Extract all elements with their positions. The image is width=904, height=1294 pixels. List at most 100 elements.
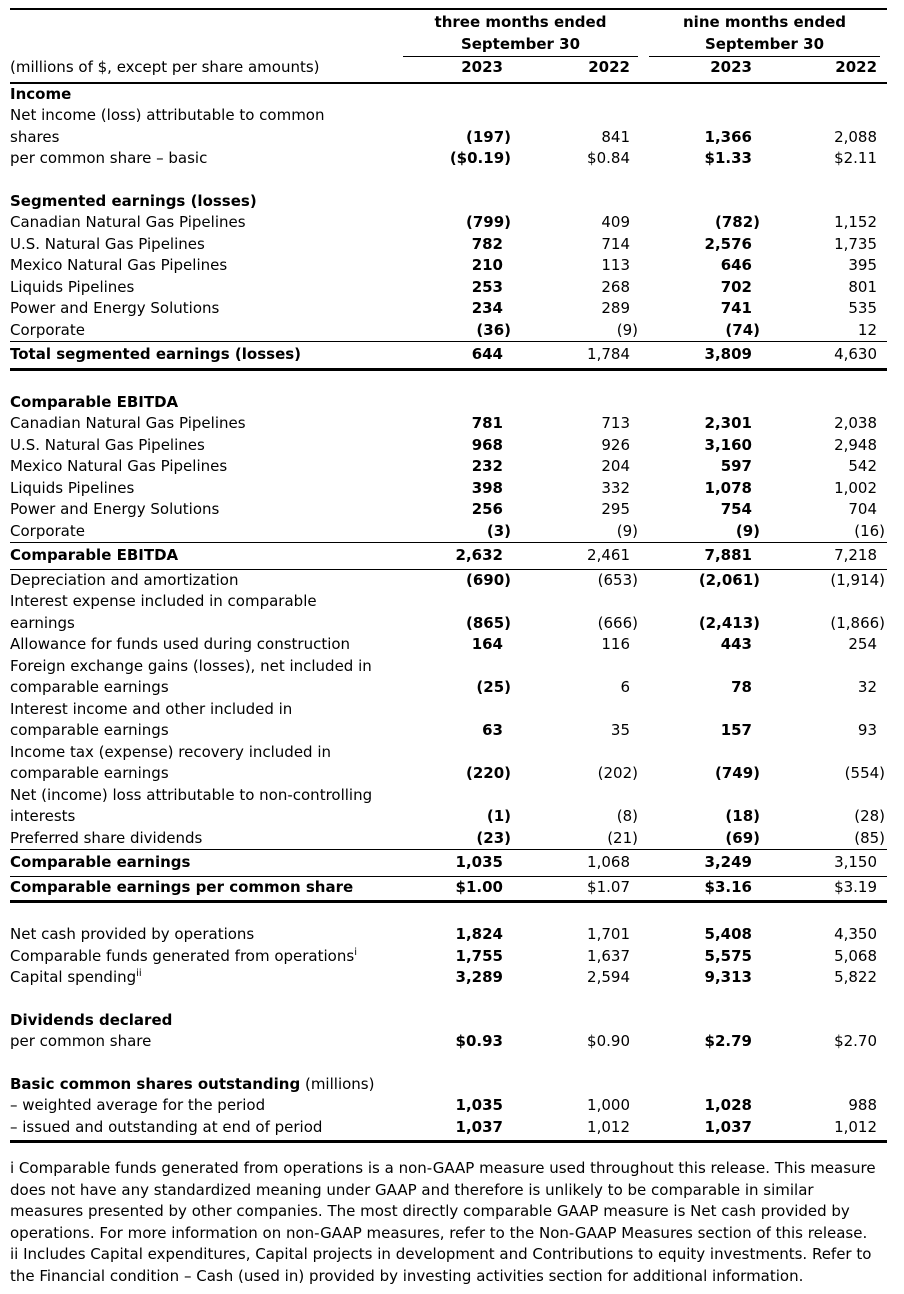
value-cell <box>640 191 762 213</box>
value-cell <box>640 83 762 106</box>
value-cell: 1,637 <box>587 946 630 965</box>
value-cell: 12 <box>857 320 878 339</box>
value-cell: 781 <box>471 414 503 432</box>
row-label: per common share <box>10 1032 152 1050</box>
row-label: Comparable funds generated from operatio… <box>10 946 357 965</box>
value-cell: (554) <box>844 764 886 782</box>
value-cell <box>402 392 513 414</box>
value-cell: 3,150 <box>762 849 888 877</box>
year-header-row: (millions of $, except per share amounts… <box>10 57 888 84</box>
value-cell: 32 <box>857 678 878 696</box>
table-row: Canadian Natural Gas Pipelines (799) 409 (7… <box>10 212 887 234</box>
value-cell: $0.93 <box>455 1032 503 1050</box>
value-cell: (799) <box>465 213 511 231</box>
table-row: – issued and outstanding at end of perio… <box>10 1116 888 1143</box>
value-cell: 443 <box>720 635 752 653</box>
value-cell: 3,289 <box>455 968 503 986</box>
value-cell: $0.84 <box>587 149 630 167</box>
value-cell: 9,313 <box>704 968 752 986</box>
value-cell: 116 <box>601 635 630 653</box>
value-cell <box>513 1010 640 1032</box>
value-cell: 535 <box>848 299 878 317</box>
column-group-header-row: three months ended September 30 nine mon… <box>10 8 888 57</box>
value-cell: (28) <box>854 807 886 825</box>
row-label: Net cash provided by operations <box>10 925 255 943</box>
row-label: Net (income) loss attributable to non-co… <box>10 785 373 826</box>
value-cell <box>762 392 887 414</box>
total-row: Total segmented earnings (losses) 644 1,78… <box>10 341 888 371</box>
row-label: Preferred share dividends <box>10 828 203 847</box>
row-label: Comparable EBITDA <box>10 392 179 411</box>
value-cell: 1,824 <box>455 925 503 943</box>
value-cell: ($0.19) <box>449 149 511 167</box>
value-cell: 988 <box>848 1096 878 1114</box>
table-row: Interest expense included in comparable … <box>10 591 887 634</box>
value-cell <box>402 191 513 213</box>
three-months-group-title: three months ended September 30 <box>403 12 638 57</box>
value-cell: (8) <box>616 807 638 825</box>
value-cell: (23) <box>476 828 511 847</box>
row-label: Net income (loss) attributable to common… <box>10 106 325 146</box>
row-label: Comparable earnings <box>10 849 402 877</box>
total-row: Comparable earnings 1,035 1,068 3,249 3,150 <box>10 849 888 877</box>
value-cell: (653) <box>597 570 638 589</box>
section-header-row: Basic common shares outstanding (million… <box>10 1074 887 1096</box>
value-cell: (690) <box>465 570 511 589</box>
table-row: Net (income) loss attributable to non-co… <box>10 785 887 828</box>
spacer-cell <box>10 369 887 392</box>
table-row: Preferred share dividends (23) (21) (69) (85… <box>10 828 887 850</box>
section-header-row: Dividends declared <box>10 1010 887 1032</box>
value-cell: 542 <box>848 457 878 475</box>
value-cell: $2.79 <box>704 1032 752 1050</box>
spacer-row <box>10 369 887 392</box>
value-cell: 741 <box>720 299 752 317</box>
value-cell: 702 <box>720 277 752 296</box>
row-label: Canadian Natural Gas Pipelines <box>10 414 246 432</box>
table-row: Liquids Pipelines 253 268 702 801 <box>10 277 887 299</box>
value-cell: 1,037 <box>402 1116 513 1143</box>
value-cell: 2,948 <box>834 435 878 454</box>
value-cell: (2,061) <box>698 570 760 589</box>
spacer-row <box>10 1053 887 1074</box>
footnote-marker: ii <box>136 968 142 979</box>
row-label: Interest income and other included in co… <box>10 699 293 740</box>
value-cell: (9) <box>616 521 638 540</box>
row-label: Liquids Pipelines <box>10 277 135 296</box>
footnote-marker: i <box>354 946 357 958</box>
table-row: Income tax (expense) recovery included i… <box>10 742 887 785</box>
row-label: Mexico Natural Gas Pipelines <box>10 256 228 274</box>
table-row: Power and Energy Solutions 256 295 754 704 <box>10 499 887 521</box>
value-cell: 4,350 <box>834 925 878 943</box>
spacer-cell <box>10 902 887 925</box>
value-cell: 714 <box>601 234 630 253</box>
row-label: Corporate <box>10 320 85 339</box>
value-cell: 6 <box>620 678 630 696</box>
row-label: Power and Energy Solutions <box>10 299 220 317</box>
value-cell: (197) <box>465 127 511 146</box>
table-row: Liquids Pipelines 398 332 1,078 1,002 <box>10 478 887 500</box>
row-label: Comparable earnings per common share <box>10 876 402 903</box>
value-cell: 78 <box>731 678 752 696</box>
value-cell <box>513 191 640 213</box>
spacer-row <box>10 170 887 191</box>
row-label: Segmented earnings (losses) <box>10 191 257 210</box>
row-label: per common share – basic <box>10 149 208 167</box>
section-header-row: Segmented earnings (losses) <box>10 191 887 213</box>
value-cell: 409 <box>601 213 630 231</box>
table-row: Mexico Natural Gas Pipelines 210 113 646 395 <box>10 255 887 277</box>
row-label: – weighted average for the period <box>10 1096 266 1114</box>
row-label-suffix: (millions) <box>300 1074 375 1093</box>
value-cell: 644 <box>402 341 513 371</box>
footnote-ii: ii Includes Capital expenditures, Capita… <box>10 1245 872 1285</box>
value-cell: 63 <box>482 721 503 739</box>
row-label: Allowance for funds used during construc… <box>10 635 351 653</box>
value-cell <box>402 83 513 106</box>
value-cell: 1,037 <box>640 1116 762 1143</box>
footnote-i: i Comparable funds generated from operat… <box>10 1159 876 1242</box>
table-row: Net cash provided by operations 1,824 1,70… <box>10 924 887 946</box>
value-cell: 926 <box>601 435 630 454</box>
value-cell: 704 <box>848 500 878 518</box>
value-cell <box>640 1010 762 1032</box>
table-row: Foreign exchange gains (losses), net inc… <box>10 656 887 699</box>
value-cell: (9) <box>616 320 638 339</box>
